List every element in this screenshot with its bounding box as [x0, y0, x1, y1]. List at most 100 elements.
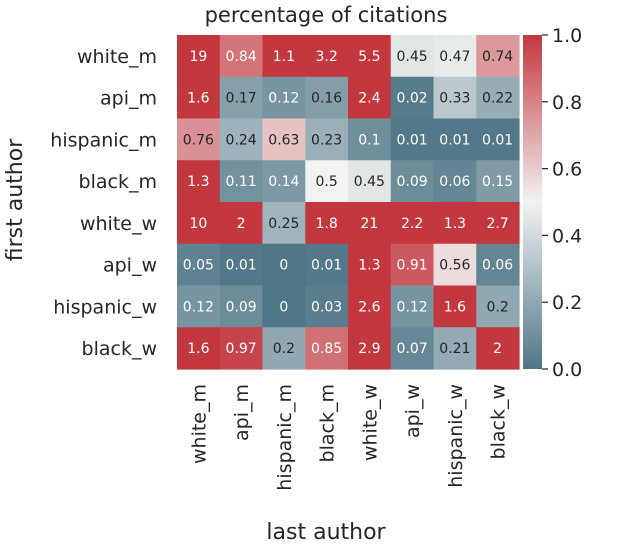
y-axis-label: first author — [3, 138, 28, 261]
cell-value: 0.47 — [439, 49, 470, 65]
cell-value: 0.23 — [311, 132, 342, 148]
cell-value: 0.14 — [268, 174, 299, 190]
cell-value: 0.17 — [226, 91, 257, 107]
cell-value: 21 — [360, 216, 378, 232]
heatmap-cell — [177, 118, 221, 161]
heatmap-cell — [262, 243, 306, 287]
heatmap-cell — [476, 327, 520, 370]
x-tick-label: api_m — [231, 384, 253, 441]
cell-value: 0.45 — [354, 174, 385, 190]
cell-value: 0 — [279, 299, 288, 315]
heatmap-cell — [177, 243, 221, 287]
cell-value: 0.01 — [226, 258, 257, 274]
colorbar-tick-label: 0.2 — [552, 292, 582, 314]
heatmap-cell — [219, 35, 264, 78]
heatmap-cell — [262, 327, 306, 370]
heatmap-cell — [305, 327, 349, 370]
cell-value: 0.63 — [268, 132, 299, 148]
cell-value: 0.76 — [183, 132, 214, 148]
cell-value: 1.3 — [187, 174, 209, 190]
cell-value: 0.91 — [397, 258, 428, 274]
cell-value: 1.6 — [444, 299, 466, 315]
cell-value: 0.06 — [439, 174, 470, 190]
y-tick-label: black_w — [82, 338, 157, 360]
heatmap-cell — [219, 76, 264, 120]
heatmap-cell — [305, 160, 349, 203]
cell-annotations: 19 0.84 1.1 3.2 5.5 0.45 0.47 0.741.6 0.17 0.12 0.… — [183, 49, 514, 357]
heatmap-cell — [476, 76, 520, 120]
cell-value: 5.5 — [358, 49, 380, 65]
cell-value: 0.56 — [439, 258, 470, 274]
cell-value: 0.12 — [183, 299, 214, 315]
cell-value: 0.2 — [273, 341, 295, 357]
heatmap-cell — [219, 202, 264, 245]
cell-value: 0.12 — [268, 91, 299, 107]
cell-value: 2 — [237, 216, 246, 232]
heatmap-cell — [177, 202, 221, 245]
cell-value: 0.11 — [226, 174, 257, 190]
cell-value: 2.6 — [358, 299, 380, 315]
cell-value: 0.25 — [268, 216, 299, 232]
cell-value: 0.06 — [482, 258, 513, 274]
heatmap-cell — [348, 202, 392, 245]
x-tick-label: black_w — [488, 384, 510, 459]
heatmap-cell — [476, 202, 520, 245]
cell-value: 19 — [189, 49, 207, 65]
heatmap-cell — [433, 202, 477, 245]
y-tick-label: white_w — [80, 213, 157, 235]
cell-value: 2 — [493, 341, 502, 357]
cell-value: 0.01 — [397, 132, 428, 148]
cell-value: 0.1 — [358, 132, 380, 148]
cell-value: 1.3 — [358, 258, 380, 274]
cell-value: 1.3 — [444, 216, 466, 232]
heatmap-cell — [305, 76, 349, 120]
heatmap-cell — [390, 202, 435, 245]
heatmap-cell — [390, 243, 435, 287]
cell-value: 0.05 — [183, 258, 214, 274]
y-tick-label: white_m — [77, 46, 157, 68]
heatmap-cell — [348, 327, 392, 370]
colorbar-ticks: 0.0 0.2 0.4 0.6 0.8 1.0 — [542, 25, 582, 381]
x-tick-label: black_m — [317, 384, 339, 462]
colorbar-tick-label: 0.6 — [552, 159, 582, 181]
cell-value: 0.03 — [311, 299, 342, 315]
heatmap-cell — [262, 118, 306, 161]
cell-value: 2.9 — [358, 341, 380, 357]
heatmap-cell — [219, 285, 264, 328]
heatmap-cell — [390, 76, 435, 120]
cell-value: 1.6 — [187, 341, 209, 357]
x-tick-label: hispanic_m — [274, 384, 296, 491]
heatmap-cell — [348, 118, 392, 161]
heatmap-cell — [476, 118, 520, 161]
cell-value: 0.09 — [226, 299, 257, 315]
cell-value: 2.4 — [358, 91, 380, 107]
heatmap-cell — [433, 243, 477, 287]
cell-value: 1.1 — [273, 49, 295, 65]
cell-value: 2.7 — [486, 216, 508, 232]
cell-value: 0.01 — [311, 258, 342, 274]
cell-value: 0.24 — [226, 132, 257, 148]
cell-value: 0.12 — [397, 299, 428, 315]
y-tick-labels: white_m api_m hispanic_m black_m white_w api_… — [50, 46, 157, 360]
heatmap-cell — [177, 160, 221, 203]
heatmap-cell — [177, 327, 221, 370]
cell-value: 0.84 — [226, 49, 257, 65]
x-tick-label: api_w — [402, 384, 424, 438]
x-tick-label: white_m — [188, 384, 210, 464]
cell-value: 0 — [279, 258, 288, 274]
cell-value: 2.2 — [401, 216, 423, 232]
heatmap-cells — [177, 35, 520, 370]
heatmap-cell — [219, 243, 264, 287]
heatmap-cell — [262, 76, 306, 120]
cell-value: 1.8 — [315, 216, 337, 232]
heatmap-cell — [476, 160, 520, 203]
heatmap-cell — [305, 285, 349, 328]
colorbar-tick-label: 0.0 — [552, 359, 582, 381]
heatmap-cell — [348, 160, 392, 203]
heatmap-cell — [219, 327, 264, 370]
heatmap-cell — [262, 160, 306, 203]
cell-value: 0.85 — [311, 341, 342, 357]
heatmap-cell — [348, 76, 392, 120]
y-tick-label: hispanic_w — [53, 296, 157, 318]
